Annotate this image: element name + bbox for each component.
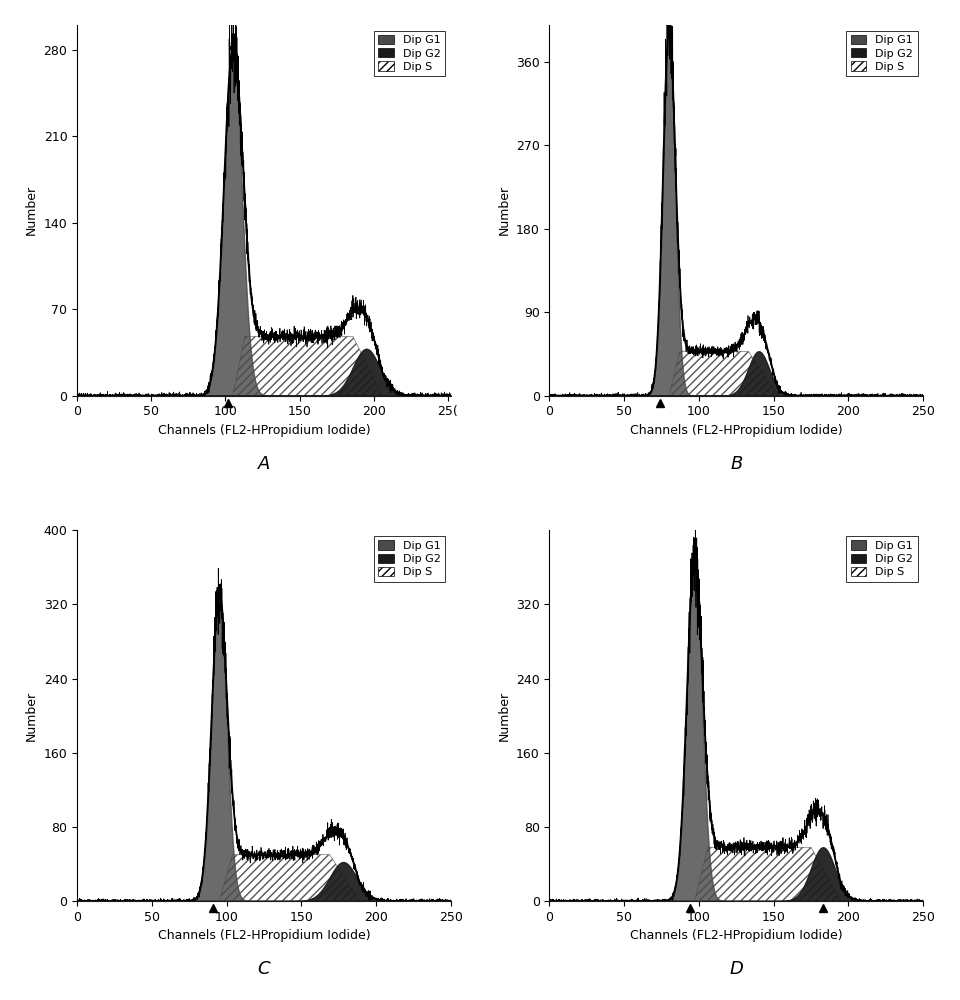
Y-axis label: Number: Number — [497, 185, 511, 235]
Y-axis label: Number: Number — [25, 691, 38, 741]
Legend: Dip G1, Dip G2, Dip S: Dip G1, Dip G2, Dip S — [847, 536, 918, 582]
Text: C: C — [257, 960, 271, 978]
Y-axis label: Number: Number — [497, 691, 511, 741]
Text: B: B — [730, 455, 742, 473]
Text: A: A — [258, 455, 270, 473]
Text: D: D — [730, 960, 743, 978]
X-axis label: Channels (FL2-HPropidium Iodide): Channels (FL2-HPropidium Iodide) — [630, 929, 843, 942]
Legend: Dip G1, Dip G2, Dip S: Dip G1, Dip G2, Dip S — [847, 31, 918, 76]
X-axis label: Channels (FL2-HPropidium Iodide): Channels (FL2-HPropidium Iodide) — [157, 929, 371, 942]
Y-axis label: Number: Number — [25, 185, 38, 235]
Legend: Dip G1, Dip G2, Dip S: Dip G1, Dip G2, Dip S — [374, 31, 445, 76]
X-axis label: Channels (FL2-HPropidium Iodide): Channels (FL2-HPropidium Iodide) — [157, 424, 371, 437]
Legend: Dip G1, Dip G2, Dip S: Dip G1, Dip G2, Dip S — [374, 536, 445, 582]
X-axis label: Channels (FL2-HPropidium Iodide): Channels (FL2-HPropidium Iodide) — [630, 424, 843, 437]
